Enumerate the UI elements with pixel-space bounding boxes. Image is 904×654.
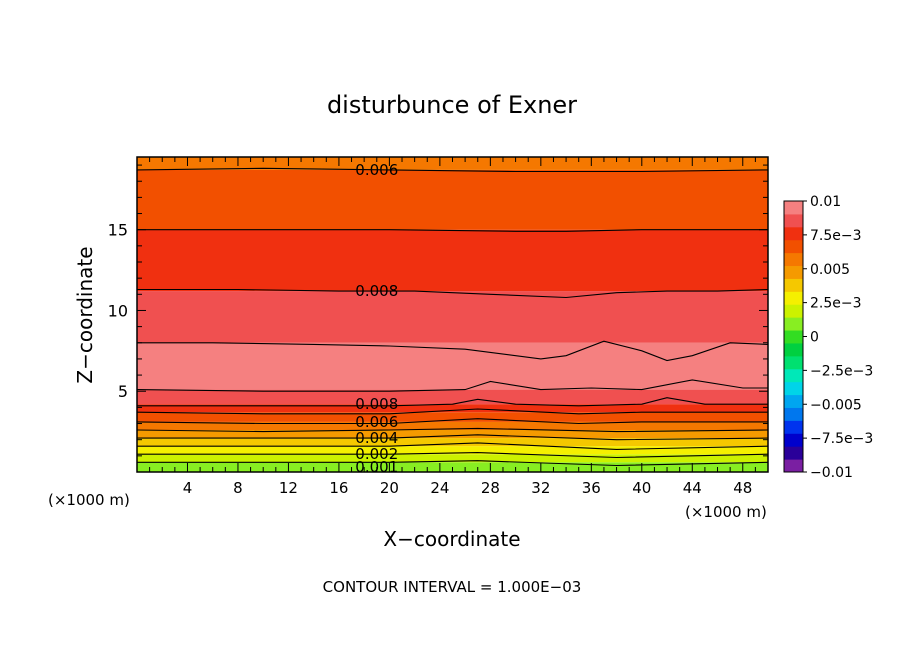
contour-interval-text: CONTOUR INTERVAL = 1.000E−03 <box>323 578 582 596</box>
colorbar-swatch-18 <box>784 226 803 241</box>
colorbar-swatch-11 <box>784 317 803 331</box>
colorbar-swatch-20 <box>784 201 803 215</box>
filled-contours <box>137 157 768 472</box>
contour-line-3 <box>137 340 769 362</box>
colorbar-swatch-19 <box>784 213 803 228</box>
colorbar-swatch-7 <box>784 368 803 383</box>
x-tick-label-6: 28 <box>481 479 500 497</box>
y-tick-label-0: 5 <box>118 382 128 401</box>
x-tick-label-8: 36 <box>582 479 601 497</box>
contour-line-4 <box>136 379 768 392</box>
field-band-7 <box>137 404 768 413</box>
field-band-13 <box>137 157 768 170</box>
contour-line-1 <box>137 229 768 232</box>
contour-line-5 <box>137 397 768 407</box>
contour-label-4: 0.004 <box>355 429 398 447</box>
colorbar-label-0: 0.01 <box>810 194 841 210</box>
field-band-5 <box>137 421 768 430</box>
x-tick-label-7: 32 <box>531 479 550 497</box>
contour-line-6 <box>136 408 768 415</box>
contour-label-5: 0.002 <box>355 445 398 463</box>
x-tick-label-10: 44 <box>683 479 702 497</box>
contour-label-3: 0.006 <box>355 413 398 431</box>
colorbar-swatch-3 <box>784 420 803 434</box>
x-tick-label-3: 16 <box>329 479 348 497</box>
colorbar-label-5: −2.5e−3 <box>810 363 873 379</box>
colorbar-swatch-4 <box>784 407 803 421</box>
colorbar-swatch-12 <box>784 304 803 318</box>
field-band-12 <box>137 169 768 230</box>
colorbar-swatch-8 <box>784 355 803 370</box>
y-axis: 5 10 15 <box>108 164 768 457</box>
field-band-10 <box>137 291 768 343</box>
y-axis-label: Z−coordinate <box>73 246 97 383</box>
colorbar-swatch-5 <box>784 394 803 408</box>
contour-label-0: 0.006 <box>355 161 398 179</box>
field-band-9 <box>137 342 768 390</box>
colorbar-label-4: 0 <box>810 330 819 346</box>
field-band-1 <box>137 454 768 463</box>
contour-line-2 <box>137 288 769 299</box>
colorbar-swatch-14 <box>784 278 803 292</box>
field-band-11 <box>137 229 768 292</box>
colorbar-label-6: −0.005 <box>810 397 862 413</box>
field-band-2 <box>137 446 768 455</box>
contour-label-2: 0.008 <box>355 395 398 413</box>
x-tick-label-1: 8 <box>233 479 243 497</box>
field-band-4 <box>137 430 768 439</box>
x-tick-label-4: 20 <box>380 479 399 497</box>
colorbar-swatch-6 <box>784 381 803 396</box>
x-unit-left: (×1000 m) <box>48 491 130 509</box>
colorbar-swatch-10 <box>784 330 803 344</box>
colorbar-swatch-9 <box>784 342 803 357</box>
colorbar: 0.01 7.5e−3 0.005 2.5e−3 0 −2.5e−3 −0.005 −7.5e… <box>783 194 873 481</box>
colorbar-swatch-13 <box>784 291 803 305</box>
colorbar-label-3: 2.5e−3 <box>810 296 862 312</box>
y-tick-label-1: 10 <box>108 301 128 320</box>
x-tick-label-0: 4 <box>183 479 193 497</box>
colorbar-swatch-17 <box>784 239 803 254</box>
colorbar-label-2: 0.005 <box>810 262 850 278</box>
y-tick-label-2: 15 <box>108 221 128 240</box>
field-band-8 <box>137 389 768 405</box>
contour-label-1: 0.008 <box>355 282 398 300</box>
field-band-3 <box>137 438 768 447</box>
chart-title: disturbunce of Exner <box>327 91 577 119</box>
contour-line-8 <box>136 427 769 433</box>
colorbar-swatch-0 <box>784 459 803 473</box>
colorbar-swatch-2 <box>784 433 803 447</box>
contour-line-7 <box>136 418 768 425</box>
colorbar-label-8: −0.01 <box>810 465 853 481</box>
contour-line-10 <box>137 442 769 450</box>
colorbar-label-1: 7.5e−3 <box>810 228 862 244</box>
contour-line-9 <box>137 434 769 441</box>
x-axis-label: X−coordinate <box>383 527 520 551</box>
x-tick-label-9: 40 <box>632 479 651 497</box>
x-unit-right: (×1000 m) <box>685 503 767 521</box>
x-tick-label-5: 24 <box>430 479 449 497</box>
x-tick-label-11: 48 <box>733 479 752 497</box>
colorbar-label-7: −7.5e−3 <box>810 431 873 447</box>
colorbar-swatch-1 <box>784 446 803 460</box>
contour-line-11 <box>137 452 769 459</box>
contour-line-0 <box>136 167 769 173</box>
colorbar-swatch-16 <box>784 252 803 267</box>
field-band-6 <box>137 412 768 422</box>
contour-lines <box>136 167 769 467</box>
x-axis: 4 8 12 16 20 24 28 32 36 40 44 48 <box>149 157 756 497</box>
x-tick-label-2: 12 <box>279 479 298 497</box>
colorbar-swatch-15 <box>784 265 803 279</box>
